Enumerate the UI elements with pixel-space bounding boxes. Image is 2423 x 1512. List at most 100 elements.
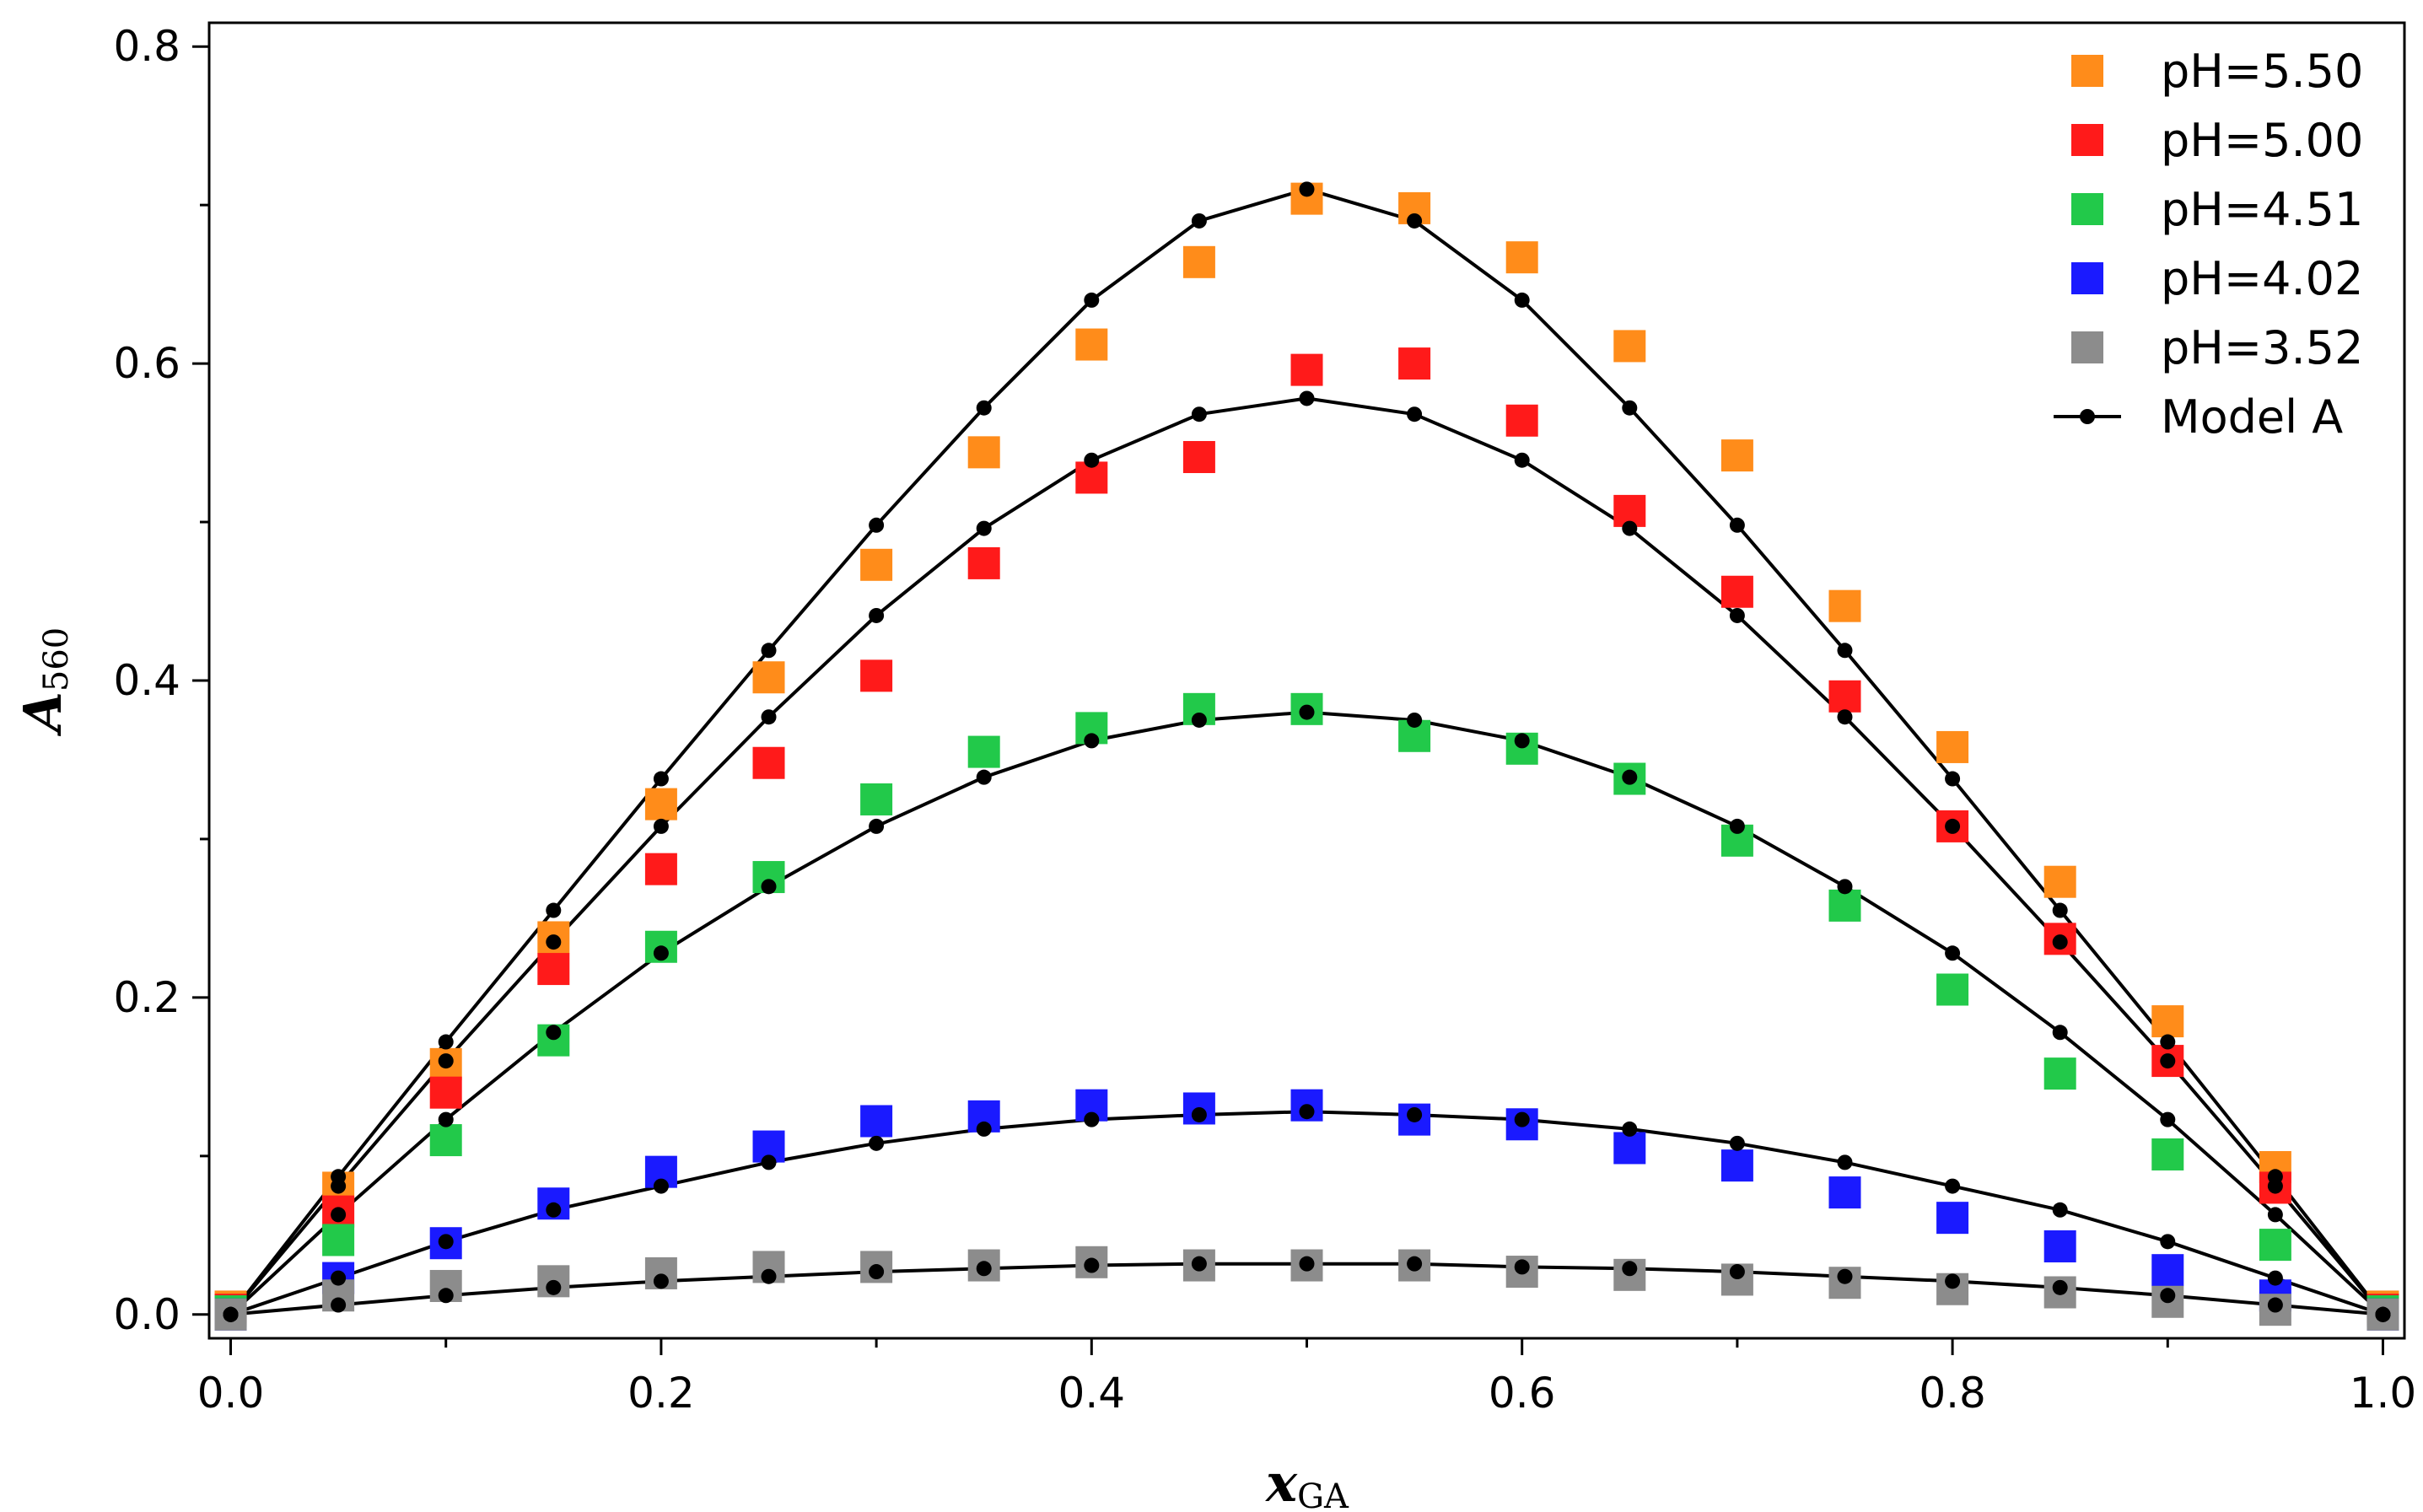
model-curve — [229, 710, 2384, 1316]
model-point — [1299, 1256, 1315, 1272]
model-point — [2160, 1288, 2176, 1304]
model-point — [1622, 769, 1638, 785]
x-tick-label: 1.0 — [2350, 1369, 2417, 1418]
model-point — [761, 879, 777, 895]
x-tick-label: 0.2 — [627, 1369, 695, 1418]
model-point — [2160, 1053, 2176, 1069]
model-point — [331, 1297, 347, 1313]
model-point — [976, 1121, 992, 1137]
legend-label: pH=4.02 — [2161, 252, 2363, 305]
model-point — [653, 1273, 669, 1289]
model-point — [1191, 712, 1207, 728]
model-point — [438, 1234, 454, 1250]
model-point — [1514, 1111, 1530, 1127]
model-point — [869, 607, 885, 623]
data-point — [2043, 865, 2076, 898]
model-point — [1837, 709, 1853, 725]
y-tick-label: 0.8 — [113, 22, 180, 71]
model-point — [1407, 1256, 1423, 1272]
data-point — [860, 659, 893, 692]
data-point — [1182, 440, 1215, 473]
data-point — [2259, 1229, 2291, 1262]
model-point — [1299, 390, 1315, 406]
legend-swatch — [2071, 331, 2103, 363]
legend-swatch — [2071, 124, 2103, 156]
data-point — [2043, 1230, 2076, 1262]
model-point — [1084, 733, 1100, 749]
model-point — [869, 1135, 885, 1151]
x-tick-label: 0.4 — [1058, 1369, 1126, 1418]
model-point — [1622, 1121, 1638, 1137]
data-point — [1613, 1132, 1646, 1165]
data-point — [1828, 889, 1861, 922]
model-point — [1837, 879, 1853, 895]
model-point — [1514, 452, 1530, 468]
legend-swatch — [2071, 55, 2103, 87]
y-axis-label: A560 — [12, 627, 76, 736]
model-point — [1407, 406, 1423, 422]
data-markers — [214, 182, 2399, 1331]
model-point — [653, 818, 669, 834]
model-point — [546, 1202, 562, 1218]
model-point — [1299, 181, 1315, 197]
data-point — [860, 548, 893, 581]
y-axis-ticks: 0.0 0.2 0.4 0.6 0.8 — [113, 22, 209, 1339]
model-point — [1191, 213, 1207, 229]
model-point — [438, 1053, 454, 1069]
model-point — [438, 1111, 454, 1127]
model-point — [653, 1178, 669, 1194]
model-curve — [229, 396, 2385, 1316]
data-point — [537, 953, 570, 986]
model-point — [546, 1025, 562, 1041]
model-point — [2160, 1111, 2176, 1127]
model-point — [1729, 818, 1745, 834]
model-point — [1299, 1104, 1315, 1120]
model-point — [546, 1279, 562, 1295]
model-point — [869, 1264, 885, 1280]
data-point — [1936, 730, 1969, 763]
y-tick-label: 0.4 — [113, 656, 180, 705]
model-point — [1622, 400, 1638, 416]
model-point — [2052, 1025, 2068, 1041]
model-point — [1622, 520, 1638, 536]
model-point — [1729, 1264, 1745, 1280]
model-point — [1837, 1268, 1853, 1284]
model-point — [761, 709, 777, 725]
model-point — [546, 902, 562, 918]
data-point — [1828, 1176, 1861, 1209]
legend-label: pH=4.51 — [2161, 183, 2363, 236]
data-point — [967, 546, 1000, 579]
model-point — [976, 400, 992, 416]
data-point — [967, 735, 1000, 768]
model-point — [2160, 1034, 2176, 1050]
legend-swatch — [2071, 193, 2103, 225]
model-point — [1191, 406, 1207, 422]
model-point — [761, 643, 777, 659]
data-point — [1290, 353, 1323, 386]
model-point — [1837, 1154, 1853, 1170]
model-point — [331, 1207, 347, 1223]
model-point — [546, 934, 562, 950]
model-point — [1191, 1106, 1207, 1122]
data-point — [429, 1124, 462, 1157]
legend-dot — [2080, 409, 2095, 424]
model-point — [1084, 292, 1100, 308]
data-point — [1828, 680, 1861, 713]
x-axis-label: xGA — [1264, 1452, 1349, 1512]
model-point — [1945, 818, 1961, 834]
data-point — [644, 853, 677, 885]
model-point — [2052, 1202, 2068, 1218]
data-point — [322, 1224, 355, 1256]
model-point — [976, 1261, 992, 1277]
model-point — [1945, 945, 1961, 961]
data-point — [1936, 973, 1969, 1006]
model-point — [2160, 1234, 2176, 1250]
data-point — [1505, 404, 1538, 437]
model-point — [2052, 1279, 2068, 1295]
model-point — [1514, 1259, 1530, 1275]
model-point — [869, 517, 885, 533]
model-point — [1514, 733, 1530, 749]
model-dots — [223, 181, 2391, 1322]
model-point — [438, 1034, 454, 1050]
